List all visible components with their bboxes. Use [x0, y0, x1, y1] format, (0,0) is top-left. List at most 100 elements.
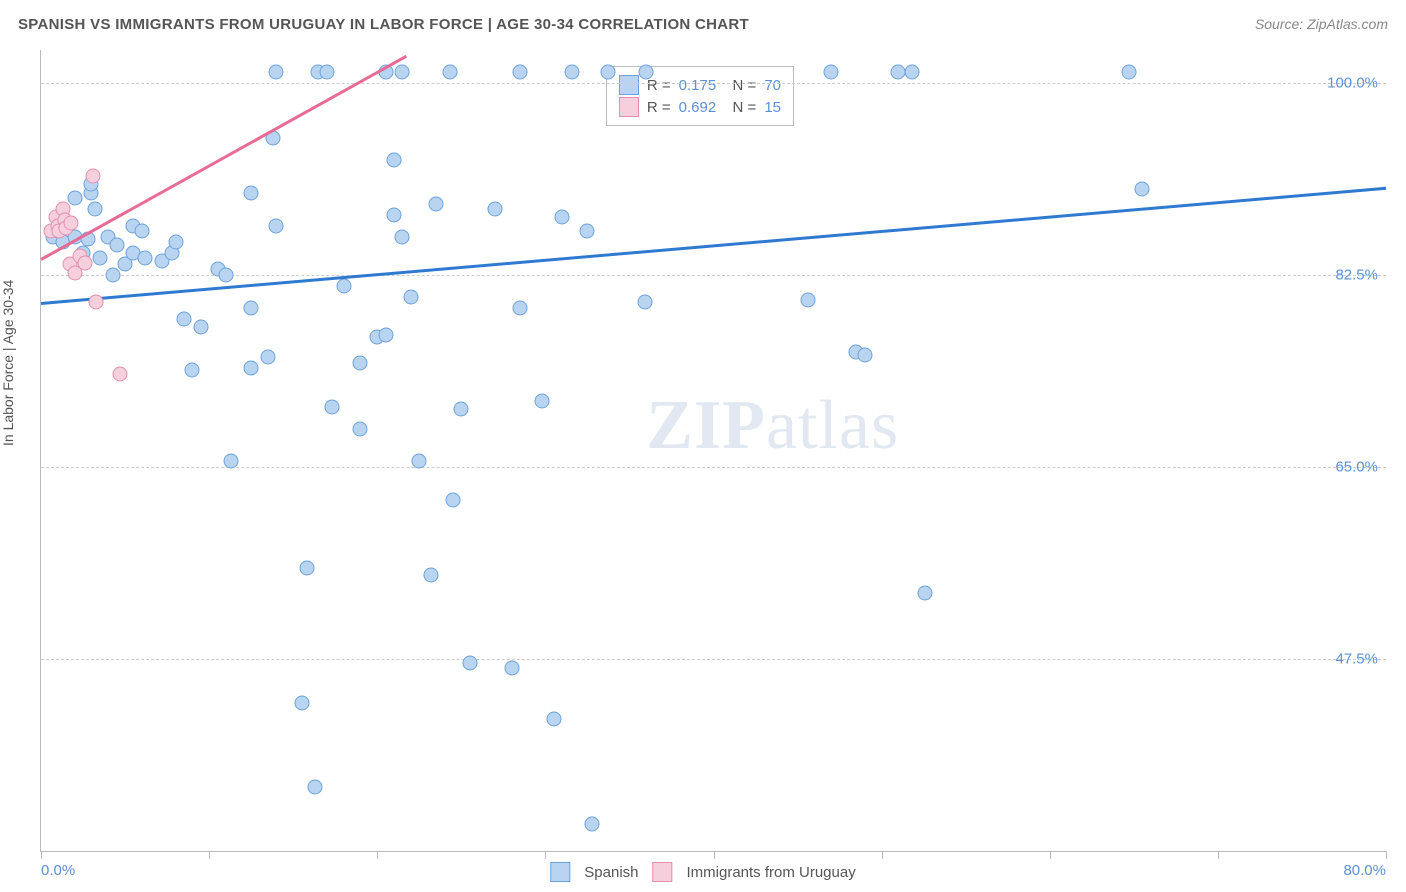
data-point [67, 191, 82, 206]
trend-line [40, 56, 406, 261]
xtick [1218, 851, 1219, 859]
data-point [1135, 182, 1150, 197]
data-point [445, 492, 460, 507]
xtick [209, 851, 210, 859]
data-point [824, 64, 839, 79]
chart-plot-area: ZIPatlas R = 0.175 N = 70 R = 0.692 N = 1… [40, 50, 1386, 852]
legend-n-label: N = [724, 99, 756, 116]
data-point [904, 64, 919, 79]
xtick [377, 851, 378, 859]
data-point [87, 202, 102, 217]
xtick [545, 851, 546, 859]
gridline [41, 659, 1386, 660]
data-point [487, 202, 502, 217]
watermark: ZIPatlas [646, 386, 899, 466]
data-point [387, 207, 402, 222]
legend-r-value: 0.692 [679, 99, 717, 116]
data-point [92, 251, 107, 266]
data-point [106, 267, 121, 282]
data-point [546, 712, 561, 727]
data-point [462, 656, 477, 671]
data-point [324, 399, 339, 414]
data-point [299, 560, 314, 575]
data-point [193, 319, 208, 334]
legend-series-label: Immigrants from Uruguay [687, 864, 856, 881]
legend-swatch [550, 862, 570, 882]
data-point [89, 295, 104, 310]
data-point [395, 229, 410, 244]
legend-n-label: N = [724, 77, 756, 94]
data-point [918, 586, 933, 601]
source-label: Source: ZipAtlas.com [1255, 16, 1388, 32]
data-point [336, 278, 351, 293]
data-point [113, 366, 128, 381]
gridline [41, 275, 1386, 276]
xtick [1050, 851, 1051, 859]
data-point [387, 152, 402, 167]
legend-n-value: 15 [764, 99, 781, 116]
legend-row: R = 0.692 N = 15 [619, 97, 781, 117]
legend-r-label: R = [647, 99, 671, 116]
data-point [412, 454, 427, 469]
data-point [223, 454, 238, 469]
data-point [168, 235, 183, 250]
legend-n-value: 70 [764, 77, 781, 94]
xtick-label: 0.0% [41, 862, 75, 879]
data-point [134, 224, 149, 239]
data-point [64, 216, 79, 231]
data-point [260, 350, 275, 365]
data-point [637, 295, 652, 310]
data-point [218, 267, 233, 282]
data-point [395, 64, 410, 79]
data-point [424, 567, 439, 582]
data-point [269, 64, 284, 79]
xtick-label: 80.0% [1343, 862, 1386, 879]
data-point [319, 64, 334, 79]
legend-swatch [619, 75, 639, 95]
legend-r-label: R = [647, 77, 671, 94]
data-point [504, 660, 519, 675]
data-point [86, 169, 101, 184]
xtick [882, 851, 883, 859]
data-point [442, 64, 457, 79]
data-point [580, 224, 595, 239]
data-point [353, 355, 368, 370]
trend-line [41, 187, 1386, 305]
ytick-label: 47.5% [1335, 650, 1378, 667]
xtick [41, 851, 42, 859]
data-point [244, 361, 259, 376]
y-axis-label: In Labor Force | Age 30-34 [0, 280, 16, 446]
correlation-legend: R = 0.175 N = 70 R = 0.692 N = 15 [606, 66, 794, 126]
legend-r-value: 0.175 [679, 77, 717, 94]
data-point [429, 196, 444, 211]
data-point [109, 238, 124, 253]
data-point [454, 401, 469, 416]
data-point [555, 209, 570, 224]
data-point [308, 780, 323, 795]
data-point [378, 328, 393, 343]
xtick [714, 851, 715, 859]
data-point [585, 816, 600, 831]
data-point [77, 255, 92, 270]
data-point [800, 293, 815, 308]
data-point [244, 300, 259, 315]
data-point [403, 289, 418, 304]
data-point [353, 421, 368, 436]
data-point [244, 185, 259, 200]
legend-swatch [653, 862, 673, 882]
data-point [176, 311, 191, 326]
data-point [857, 348, 872, 363]
data-point [600, 64, 615, 79]
data-point [513, 300, 528, 315]
gridline [41, 467, 1386, 468]
data-point [269, 218, 284, 233]
ytick-label: 65.0% [1335, 458, 1378, 475]
ytick-label: 100.0% [1327, 74, 1378, 91]
legend-series-label: Spanish [584, 864, 638, 881]
legend-swatch [619, 97, 639, 117]
data-point [535, 394, 550, 409]
data-point [565, 64, 580, 79]
gridline [41, 83, 1386, 84]
data-point [138, 251, 153, 266]
data-point [185, 363, 200, 378]
